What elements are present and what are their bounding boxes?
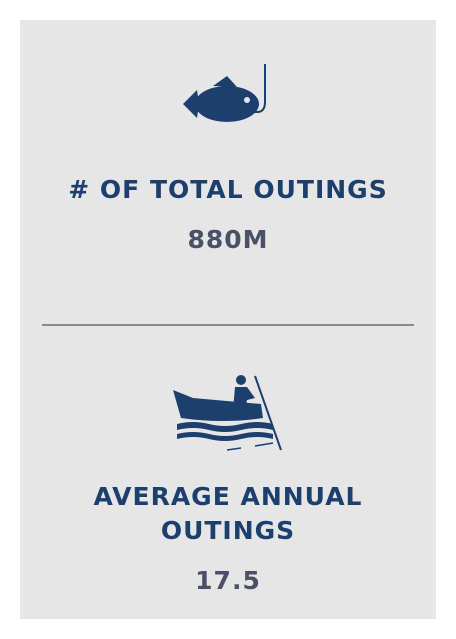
stat-label: # OF TOTAL OUTINGS	[68, 175, 388, 204]
stat-value: 880M	[187, 225, 269, 254]
boat-icon	[173, 375, 282, 451]
stat-value: 17.5	[195, 566, 261, 595]
stat-label: AVERAGE ANNUAL	[93, 482, 363, 511]
stats-panel: # OF TOTAL OUTINGS 880M AVERAGE ANNUAL O…	[20, 20, 436, 619]
divider	[42, 324, 414, 326]
fish-icon	[183, 64, 266, 122]
stat-label: OUTINGS	[160, 516, 296, 545]
